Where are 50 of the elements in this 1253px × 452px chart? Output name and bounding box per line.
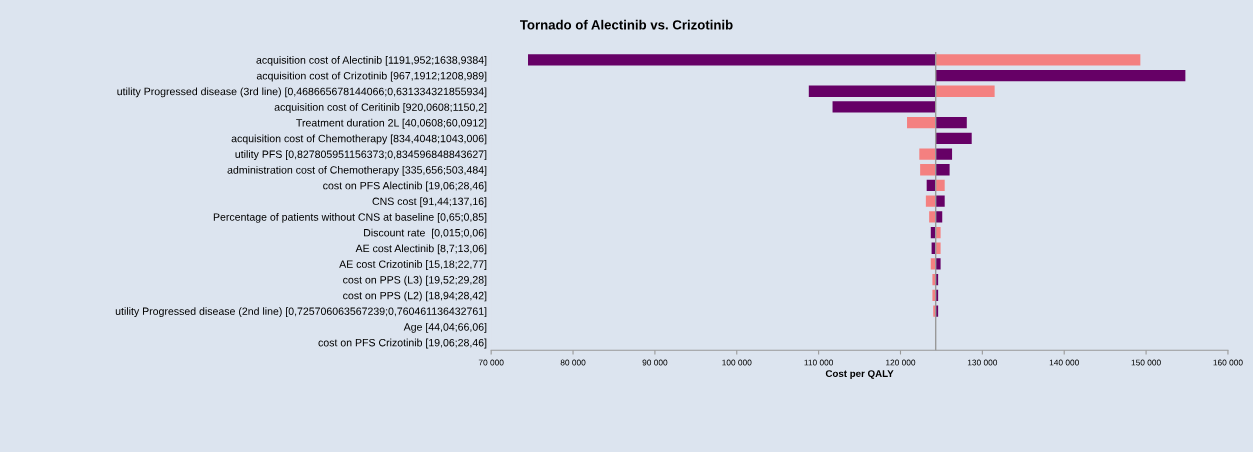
x-tick-label: 130 000: [967, 359, 998, 366]
x-tick-label: 100 000: [722, 359, 752, 366]
y-tick-label: CNS cost [91,44;137,16]: [372, 197, 487, 208]
bar: [935, 54, 1141, 66]
y-tick-label: utility PFS [0,827805951156373;0,834596848843627]: [235, 150, 487, 161]
bar: [919, 148, 936, 160]
x-tick-label: 70 000: [478, 359, 504, 366]
x-tick-label: 120 000: [886, 359, 916, 366]
x-axis-title: Cost per QALY: [825, 370, 894, 379]
x-tick-label: 90 000: [642, 359, 668, 366]
bar: [528, 54, 936, 66]
y-tick-label: cost on PPS (L2) [18,94;28,42]: [343, 291, 487, 302]
bar: [935, 85, 995, 97]
bar: [935, 116, 967, 129]
bar: [935, 258, 941, 270]
bar: [935, 226, 941, 239]
bar: [935, 195, 945, 207]
bar: [935, 132, 972, 144]
y-tick-label: utility Progressed disease (3rd line) [0,468665678144066;0,631334321855934]: [117, 87, 487, 98]
bar: [935, 242, 941, 254]
y-tick-label: AE cost Alectinib [8,7;13,06]: [355, 244, 487, 255]
bar: [808, 85, 936, 97]
y-tick-label: acquisition cost of Chemotherapy [834,4048;1043,006]: [231, 134, 487, 145]
y-tick-label: Percentage of patients without CNS at baseline [0,65;0,85]: [213, 213, 487, 223]
y-tick-label: Discount rate [0,015;0,06]: [364, 228, 487, 239]
bar: [935, 179, 945, 192]
bar: [925, 195, 936, 207]
y-tick-label: acquisition cost of Ceritinib [920,0608;1150,2]: [274, 103, 487, 113]
x-tick-label: 140 000: [1049, 359, 1079, 366]
chart-title: Tornado of Alectinib vs. Crizotinib: [520, 19, 733, 30]
y-tick-label: administration cost of Chemotherapy [335,656;503,484]: [227, 165, 487, 176]
y-tick-label: Age [44,04;66,06]: [403, 322, 487, 333]
y-tick-label: AE cost Crizotinib [15,18;22,77]: [339, 260, 487, 270]
y-tick-label: cost on PFS Crizotinib [19,06;28,46]: [318, 338, 487, 349]
x-tick-label: 80 000: [560, 359, 586, 366]
bar: [935, 164, 950, 176]
bar: [935, 148, 953, 160]
bar: [907, 116, 936, 129]
x-tick-label: 160 000: [1213, 359, 1243, 366]
bar: [832, 101, 936, 113]
y-tick-label: acquisition cost of Alectinib [1191,952;1638,9384]: [256, 56, 487, 66]
bar: [920, 164, 936, 176]
bar: [935, 69, 1186, 82]
y-tick-label: utility Progressed disease (2nd line) [0,725706063567239;0,760461136432761]: [115, 307, 487, 318]
y-tick-label: Treatment duration 2L [40,0608;60,0912]: [296, 118, 487, 129]
y-tick-label: acquisition cost of Crizotinib [967,1912;1208,989]: [256, 71, 487, 82]
x-tick-label: 150 000: [1131, 359, 1161, 366]
y-tick-label: cost on PPS (L3) [19,52;29,28]: [343, 275, 487, 286]
y-tick-label: cost on PFS Alectinib [19,06;28,46]: [323, 181, 487, 192]
x-tick-label: 110 000: [804, 359, 834, 366]
